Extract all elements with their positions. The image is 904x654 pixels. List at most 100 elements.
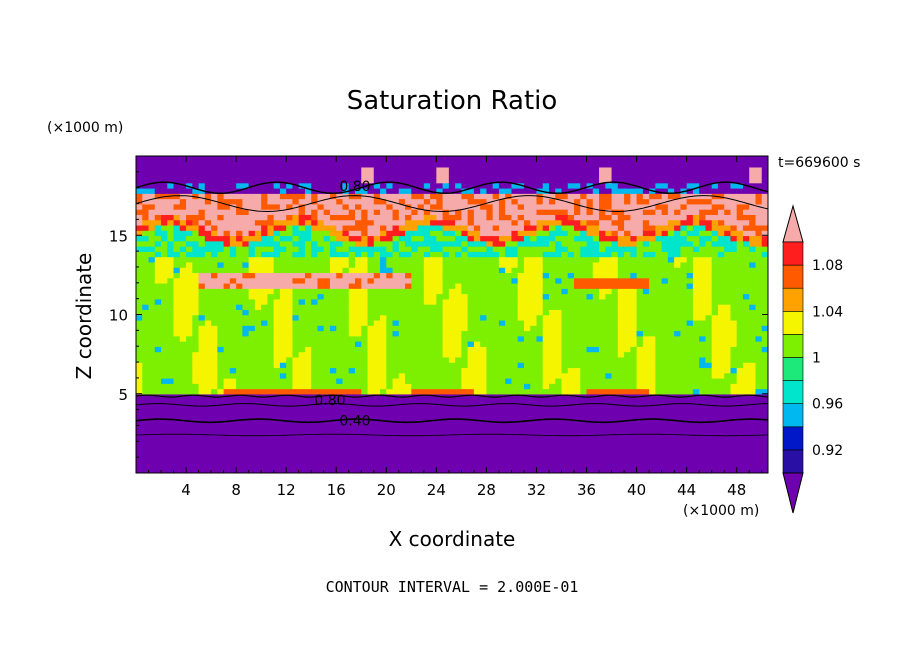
field-cell bbox=[261, 177, 269, 184]
field-cell bbox=[217, 446, 225, 453]
field-cell bbox=[367, 436, 375, 442]
field-cell bbox=[361, 367, 369, 374]
field-cell bbox=[605, 272, 613, 279]
field-cell bbox=[430, 198, 437, 205]
field-cell bbox=[179, 203, 187, 210]
field-cell bbox=[248, 156, 256, 163]
field-cell bbox=[304, 198, 312, 205]
field-cell bbox=[523, 214, 531, 221]
field-cell bbox=[229, 441, 237, 448]
field-cell bbox=[586, 214, 594, 221]
field-cell bbox=[136, 256, 143, 263]
field-cell bbox=[423, 261, 431, 268]
field-cell bbox=[505, 457, 513, 464]
field-cell bbox=[599, 346, 606, 353]
field-cell bbox=[517, 430, 525, 437]
field-cell bbox=[473, 298, 481, 305]
field-cell bbox=[448, 462, 456, 469]
field-cell bbox=[204, 372, 212, 379]
field-cell bbox=[136, 298, 143, 305]
field-cell bbox=[198, 441, 206, 448]
field-cell bbox=[242, 314, 250, 321]
field-cell bbox=[486, 314, 494, 321]
field-cell bbox=[530, 446, 538, 453]
field-cell bbox=[467, 177, 475, 184]
field-cell bbox=[411, 177, 419, 184]
field-cell bbox=[511, 341, 519, 347]
field-cell bbox=[304, 467, 312, 473]
field-cell bbox=[142, 356, 150, 363]
field-cell bbox=[548, 256, 556, 263]
field-cell bbox=[523, 457, 531, 464]
field-cell bbox=[142, 314, 150, 321]
field-cell bbox=[630, 356, 638, 363]
field-cell bbox=[430, 156, 437, 163]
field-cell bbox=[580, 457, 588, 464]
field-cell bbox=[423, 182, 431, 189]
field-cell bbox=[198, 362, 206, 369]
field-cell bbox=[304, 420, 312, 427]
field-cell bbox=[342, 383, 350, 390]
field-cell bbox=[186, 187, 193, 194]
field-cell bbox=[254, 330, 262, 337]
field-cell bbox=[223, 246, 231, 252]
field-cell bbox=[286, 182, 294, 189]
field-cell bbox=[380, 414, 387, 421]
field-cell bbox=[624, 219, 631, 226]
field-cell bbox=[142, 309, 150, 316]
field-cell bbox=[574, 166, 581, 173]
field-cell bbox=[580, 172, 588, 179]
field-cell bbox=[642, 451, 650, 458]
field-cell bbox=[361, 288, 369, 295]
field-cell bbox=[574, 309, 581, 316]
field-cell bbox=[630, 230, 638, 237]
field-cell bbox=[448, 414, 456, 421]
field-cell bbox=[405, 383, 412, 390]
field-cell bbox=[574, 198, 581, 205]
field-cell bbox=[217, 193, 225, 200]
field-cell bbox=[592, 372, 600, 379]
field-cell bbox=[279, 261, 287, 268]
field-cell bbox=[523, 325, 531, 332]
field-cell bbox=[461, 224, 469, 231]
field-cell bbox=[179, 166, 187, 173]
field-cell bbox=[517, 330, 525, 337]
field-cell bbox=[567, 467, 575, 473]
field-cell bbox=[473, 319, 481, 326]
field-cell bbox=[486, 378, 494, 384]
field-cell bbox=[311, 224, 319, 231]
field-cell bbox=[373, 166, 381, 173]
field-cell bbox=[148, 441, 156, 448]
field-cell bbox=[223, 172, 231, 179]
field-cell bbox=[342, 436, 350, 442]
field-cell bbox=[599, 177, 606, 184]
field-cell bbox=[298, 277, 306, 284]
field-cell bbox=[605, 230, 613, 237]
field-cell bbox=[605, 304, 613, 310]
field-cell bbox=[617, 193, 625, 200]
field-cell bbox=[342, 367, 350, 374]
field-cell bbox=[342, 378, 350, 384]
field-cell bbox=[286, 414, 294, 421]
field-cell bbox=[642, 314, 650, 321]
field-cell bbox=[523, 166, 531, 173]
field-cell bbox=[317, 256, 325, 263]
field-cell bbox=[617, 346, 625, 353]
field-cell bbox=[154, 193, 162, 200]
field-cell bbox=[367, 446, 375, 453]
field-cell bbox=[392, 293, 400, 300]
field-cell bbox=[530, 304, 538, 310]
field-cell bbox=[455, 304, 462, 310]
field-cell bbox=[548, 298, 556, 305]
field-cell bbox=[267, 314, 275, 321]
field-cell bbox=[186, 304, 193, 310]
field-cell bbox=[486, 161, 494, 168]
field-cell bbox=[630, 399, 638, 405]
field-cell bbox=[455, 193, 462, 200]
field-cell bbox=[599, 309, 606, 316]
field-cell bbox=[279, 309, 287, 316]
field-cell bbox=[611, 399, 619, 405]
field-cell bbox=[217, 335, 225, 342]
field-cell bbox=[386, 298, 394, 305]
field-cell bbox=[523, 362, 531, 369]
